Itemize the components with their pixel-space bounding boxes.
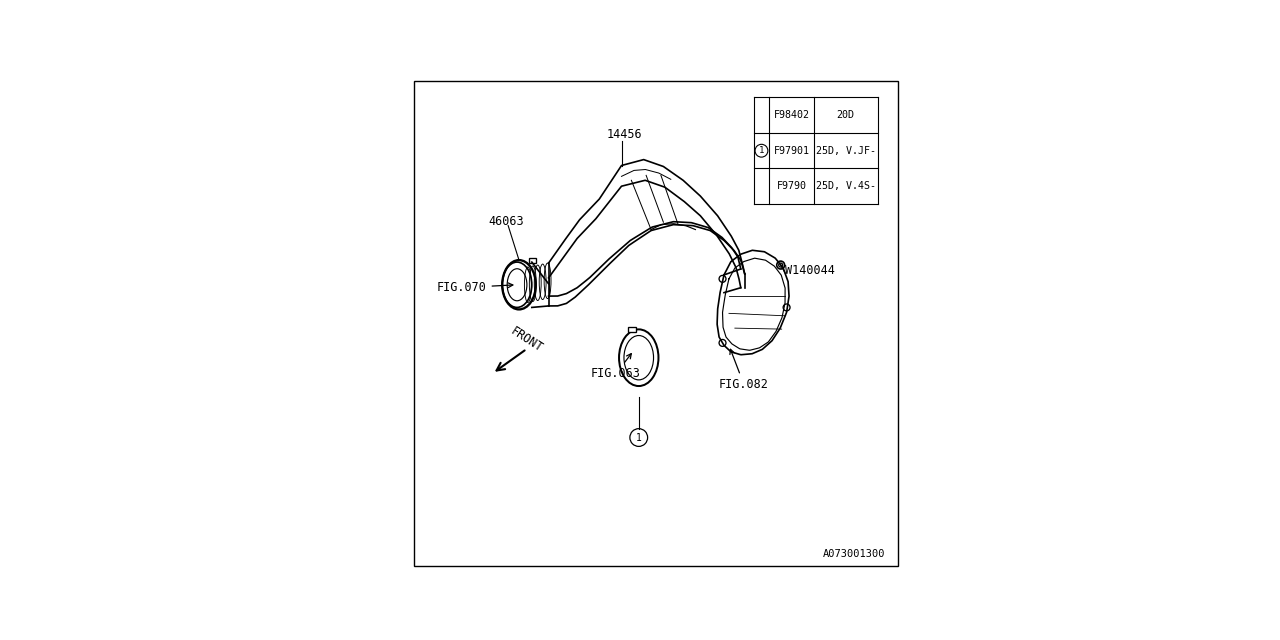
Text: F98402: F98402 — [773, 110, 809, 120]
Bar — [628, 327, 636, 332]
Text: 25D, V.4S-: 25D, V.4S- — [815, 181, 876, 191]
Text: 1: 1 — [759, 146, 764, 156]
Text: 25D, V.JF-: 25D, V.JF- — [815, 146, 876, 156]
Text: FIG.063: FIG.063 — [591, 354, 641, 380]
Text: F97901: F97901 — [773, 146, 809, 156]
Text: W140044: W140044 — [785, 264, 835, 277]
Text: F9790: F9790 — [777, 181, 806, 191]
Circle shape — [777, 261, 785, 269]
Text: A073001300: A073001300 — [823, 548, 886, 559]
Text: FIG.082: FIG.082 — [719, 349, 769, 391]
Text: 20D: 20D — [837, 110, 855, 120]
Text: 46063: 46063 — [489, 214, 524, 228]
Text: FIG.070: FIG.070 — [436, 281, 513, 294]
Text: 1: 1 — [636, 433, 641, 442]
Bar — [529, 258, 536, 263]
Text: 14456: 14456 — [607, 129, 643, 141]
Text: FRONT: FRONT — [508, 325, 545, 355]
